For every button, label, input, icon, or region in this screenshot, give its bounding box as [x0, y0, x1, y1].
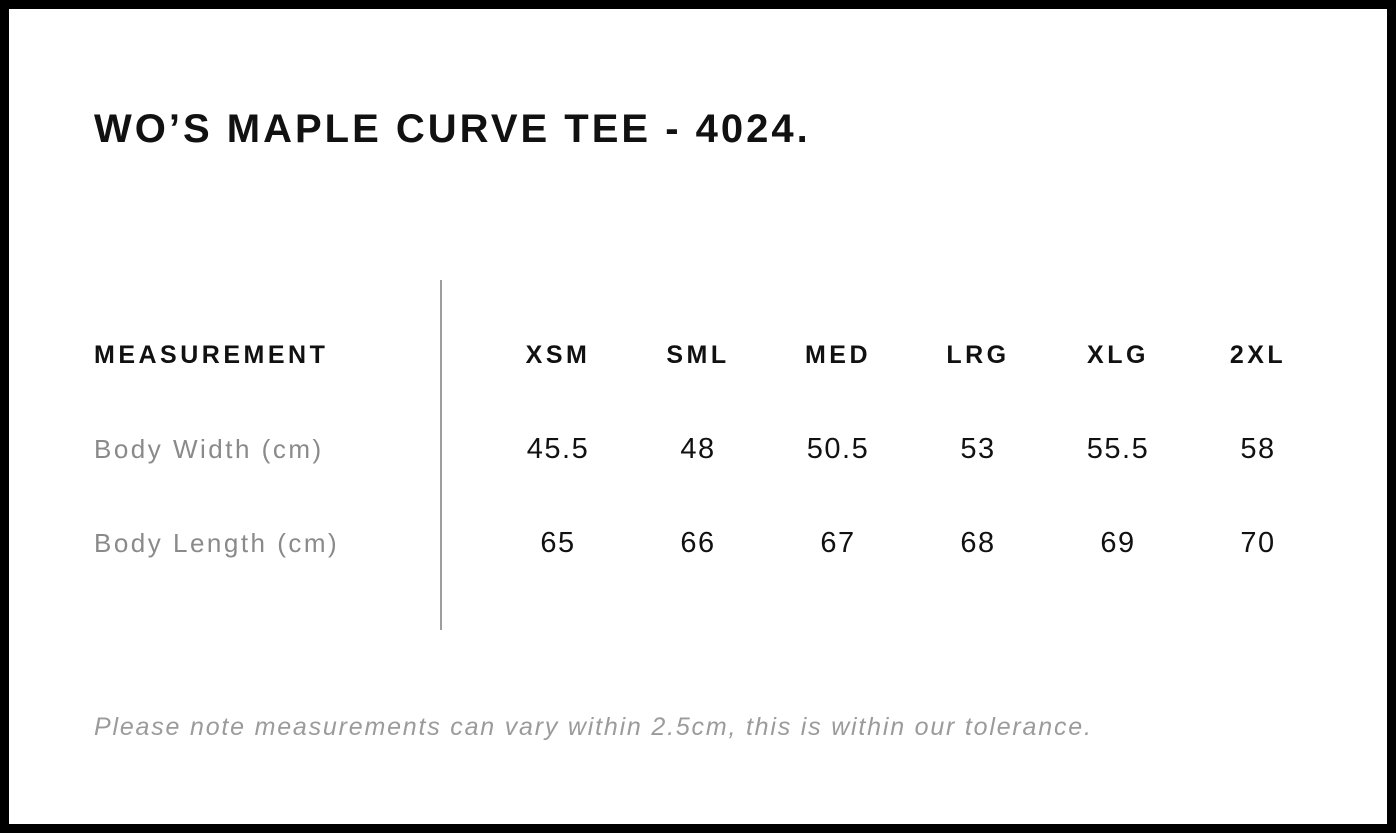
size-table-rows: MEASUREMENT XSM SML MED LRG XLG 2XL Body…	[94, 280, 1387, 590]
body-length-med: 67	[820, 526, 856, 559]
body-length-lrg: 68	[960, 526, 996, 559]
body-width-med: 50.5	[806, 432, 870, 465]
table-vertical-divider	[440, 280, 442, 630]
body-length-2xl: 70	[1240, 526, 1276, 559]
size-header-lrg: LRG	[946, 340, 1010, 369]
tolerance-note: Please note measurements can vary within…	[94, 713, 1093, 741]
body-width-lrg: 53	[960, 432, 996, 465]
body-width-cells: 45.5 48 50.5 53 55.5 58	[488, 433, 1328, 466]
body-width-sml: 48	[680, 432, 716, 465]
size-header-med: MED	[804, 340, 872, 369]
table-header-row: MEASUREMENT XSM SML MED LRG XLG 2XL	[94, 308, 1387, 402]
row-label-body-length: Body Length (cm)	[94, 527, 340, 558]
body-length-xsm: 65	[540, 526, 576, 559]
measurement-header: MEASUREMENT	[94, 340, 329, 369]
size-header-sml: SML	[666, 340, 730, 369]
table-row-body-length: Body Length (cm) 65 66 67 68 69 70	[94, 496, 1387, 590]
body-length-sml: 66	[680, 526, 716, 559]
size-table: MEASUREMENT XSM SML MED LRG XLG 2XL Body…	[94, 280, 1387, 630]
body-length-cells: 65 66 67 68 69 70	[488, 527, 1328, 560]
size-header-xsm: XSM	[525, 340, 591, 369]
size-header-2xl: 2XL	[1229, 340, 1287, 369]
table-row-body-width: Body Width (cm) 45.5 48 50.5 53 55.5 58	[94, 402, 1387, 496]
row-label-body-width: Body Width (cm)	[94, 433, 324, 464]
product-title: WO’S MAPLE CURVE TEE - 4024.	[94, 107, 811, 151]
size-header-xlg: XLG	[1087, 340, 1149, 369]
body-length-xlg: 69	[1100, 526, 1136, 559]
body-width-2xl: 58	[1240, 432, 1276, 465]
size-header-cells: XSM SML MED LRG XLG 2XL	[488, 341, 1328, 370]
body-width-xlg: 55.5	[1086, 432, 1150, 465]
body-width-xsm: 45.5	[526, 432, 590, 465]
